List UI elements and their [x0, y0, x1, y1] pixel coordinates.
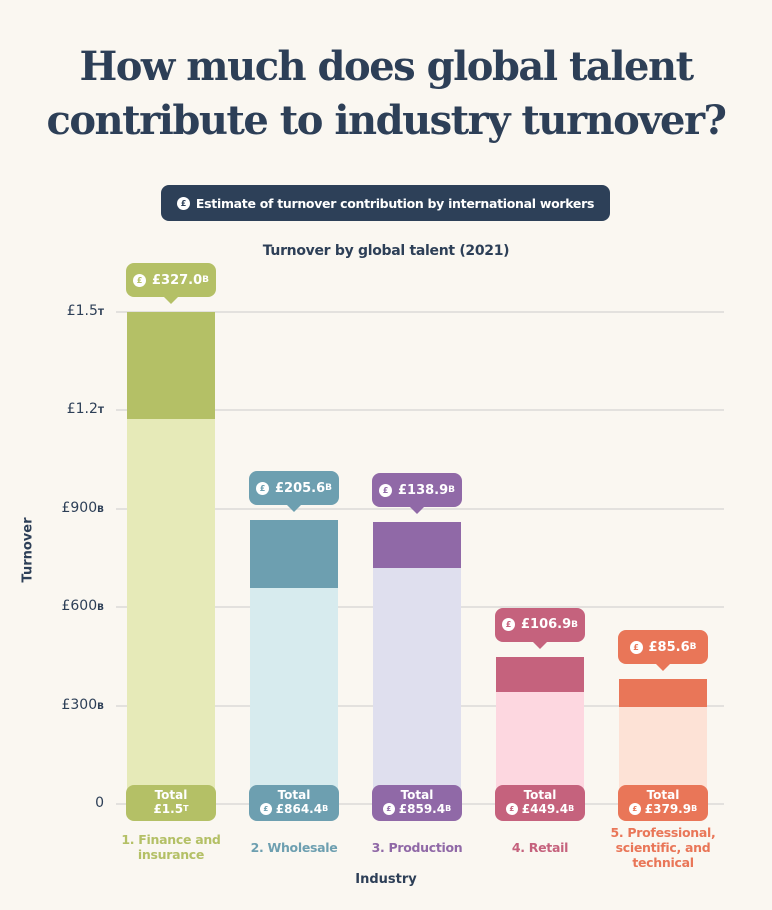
gridline	[116, 311, 724, 313]
y-tick-unit: T	[97, 406, 104, 417]
total-unit: B	[568, 804, 575, 813]
total-value-row: £ £379.9 B	[618, 802, 708, 816]
category-label: 2. Wholesale	[250, 840, 338, 855]
contribution-label: £ £138.9 B	[372, 473, 462, 515]
page-title: How much does global talent contribute t…	[0, 40, 772, 148]
pound-coin-icon: £	[259, 803, 272, 815]
y-tick-unit: B	[97, 504, 104, 515]
bar-segment-international	[619, 679, 707, 708]
x-axis-label: Industry	[355, 872, 417, 887]
contribution-value: £85.6	[648, 639, 690, 655]
contribution-unit: B	[202, 275, 210, 285]
total-value-row: £ £864.4 B	[249, 802, 339, 816]
total-value: £379.9	[644, 802, 692, 816]
y-tick-value: £300	[61, 696, 98, 713]
total-unit: B	[691, 804, 698, 813]
chart-title: Turnover by global talent (2021)	[262, 243, 510, 259]
callout-pointer	[409, 506, 425, 515]
total-label: Total £ £449.4 B	[495, 785, 585, 821]
bar-segment-international	[373, 522, 461, 568]
contribution-label: £ £106.9 B	[495, 607, 585, 649]
total-value: £1.5	[153, 802, 184, 816]
total-heading: Total	[523, 788, 557, 802]
total-label: Total £ £864.4 B	[249, 785, 339, 821]
pound-coin-icon: £	[382, 803, 395, 815]
y-tick-value: £1.5	[66, 303, 98, 319]
pound-coin-icon: £	[501, 618, 515, 632]
pound-coin-icon: £	[628, 803, 641, 815]
total-value: £859.4	[398, 802, 446, 816]
total-label: Total £ £379.9 B	[618, 785, 708, 821]
callout-pointer	[532, 640, 548, 649]
contribution-label: £ £85.6 B	[618, 630, 708, 672]
total-value: £864.4	[275, 802, 323, 816]
legend: £ Estimate of turnover contribution by i…	[161, 185, 610, 221]
total-unit: B	[445, 804, 452, 813]
total-label: Total £1.5 T	[126, 785, 216, 821]
pound-coin-icon: £	[505, 803, 518, 815]
bar-segment-other	[373, 567, 461, 804]
pound-coin-icon: £	[255, 481, 269, 495]
y-tick-value: £900	[61, 499, 98, 516]
y-tick-value: £1.2	[66, 401, 98, 418]
contribution-value: £106.9	[520, 617, 572, 633]
bar-segment-other	[127, 419, 215, 804]
bar-segment-international	[250, 520, 338, 588]
gridline	[116, 409, 724, 412]
category-label: 1. Finance and insurance	[121, 832, 221, 862]
bar-segment-international	[496, 656, 584, 692]
contribution-value: £327.0	[151, 272, 203, 288]
contribution-value: £138.9	[397, 482, 449, 498]
total-value-row: £ £859.4 B	[372, 802, 462, 816]
contribution-unit: B	[571, 619, 579, 630]
title-line-2: contribute to industry turnover?	[46, 97, 727, 144]
total-value-row: £ £449.4 B	[495, 802, 585, 816]
pound-coin-icon: £	[176, 196, 190, 210]
y-tick-label: 0	[40, 795, 104, 811]
total-label: Total £ £859.4 B	[372, 785, 462, 821]
contribution-unit: B	[448, 485, 456, 496]
total-value-row: £1.5 T	[126, 802, 216, 816]
bar-segment-international	[127, 312, 215, 420]
category-label: 3. Production	[371, 840, 463, 855]
callout-pointer	[655, 663, 671, 672]
y-tick-unit: T	[97, 308, 104, 318]
y-tick-value: 0	[95, 795, 104, 811]
total-value: £449.4	[521, 802, 569, 816]
y-tick-label: £1.2T	[40, 401, 104, 417]
category-label: 4. Retail	[511, 840, 569, 855]
y-tick-value: £600	[61, 598, 98, 615]
total-heading: Total	[277, 788, 311, 802]
callout-pointer	[163, 296, 179, 304]
total-heading: Total	[646, 788, 680, 802]
y-tick-unit: B	[97, 701, 104, 712]
callout-pointer	[286, 504, 302, 513]
y-axis-label: Turnover	[20, 517, 36, 583]
contribution-value: £205.6	[274, 480, 326, 496]
bar-segment-other	[250, 587, 338, 804]
contribution-label: £ £327.0 B	[126, 263, 216, 304]
y-tick-label: £600B	[40, 598, 104, 614]
total-heading: Total	[154, 788, 188, 802]
pound-coin-icon: £	[378, 483, 392, 497]
contribution-unit: B	[689, 642, 697, 653]
total-unit: B	[322, 804, 329, 813]
pound-coin-icon: £	[629, 640, 643, 654]
y-tick-label: £1.5T	[40, 303, 104, 319]
legend-label: Estimate of turnover contribution by int…	[195, 195, 595, 211]
y-tick-unit: B	[97, 603, 104, 614]
contribution-label: £ £205.6 B	[249, 471, 339, 513]
category-label: 5. Professional, scientific, and technic…	[610, 825, 716, 870]
y-tick-label: £900B	[40, 500, 104, 516]
contribution-unit: B	[325, 483, 333, 494]
pound-coin-icon: £	[132, 273, 146, 287]
total-heading: Total	[400, 788, 434, 802]
y-tick-label: £300B	[40, 697, 104, 713]
title-line-1: How much does global talent	[79, 43, 694, 90]
total-unit: T	[183, 804, 189, 813]
